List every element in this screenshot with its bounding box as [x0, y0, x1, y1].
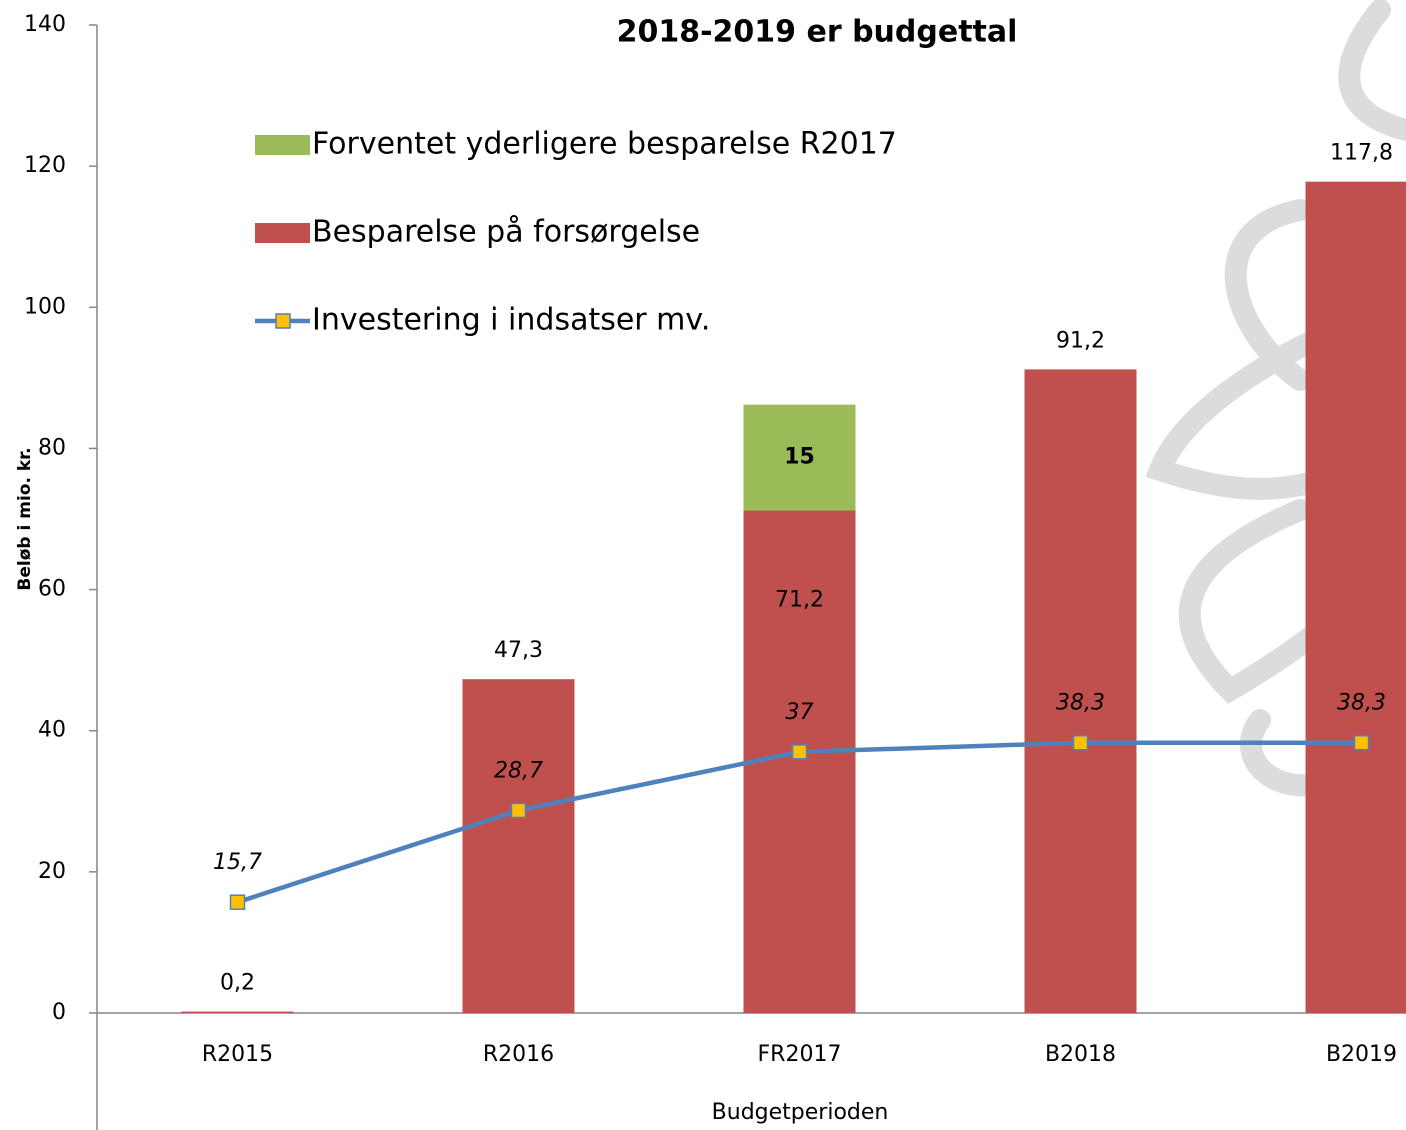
legend-label: Forventet yderligere besparelse R2017 — [312, 127, 897, 162]
value-label: 15 — [784, 445, 815, 470]
value-label: 28,7 — [494, 758, 543, 783]
bar — [463, 679, 575, 1013]
line-marker — [512, 803, 526, 817]
legend-swatch — [255, 135, 310, 155]
value-label: 47,3 — [494, 638, 543, 663]
y-axis-label: Beløb i mio. kr. — [15, 447, 35, 590]
value-label: 91,2 — [1056, 328, 1105, 353]
value-label: 37 — [786, 700, 814, 725]
page: {"chart_data": {"type": "bar", "title": … — [0, 0, 1406, 1130]
line-marker — [793, 745, 807, 759]
value-label: 117,8 — [1330, 141, 1393, 166]
y-tick-label: 120 — [24, 153, 66, 178]
y-tick-label: 0 — [52, 1000, 66, 1025]
line-marker — [231, 895, 245, 909]
line-marker — [1074, 736, 1088, 750]
legend-label: Besparelse på forsørgelse — [312, 215, 700, 250]
value-label: 71,2 — [775, 588, 824, 613]
value-label: 15,7 — [213, 850, 262, 875]
bar — [182, 1012, 294, 1013]
legend-marker — [276, 314, 290, 328]
bar — [1306, 182, 1406, 1013]
value-label: 38,3 — [1337, 691, 1386, 716]
y-tick-label: 140 — [24, 12, 66, 37]
legend-label: Investering i indsatser mv. — [312, 303, 710, 338]
chart: 2018-2019 er budgettal Beløb i mio. kr. … — [0, 0, 1406, 1130]
value-label: 0,2 — [220, 971, 255, 996]
x-tick-label: B2018 — [1045, 1042, 1116, 1067]
legend-swatch — [255, 223, 310, 243]
value-label: 38,3 — [1056, 691, 1105, 716]
x-tick-label: R2016 — [483, 1042, 554, 1067]
y-tick-label: 80 — [38, 435, 66, 460]
x-axis-label: Budgetperioden — [712, 1100, 889, 1125]
x-tick-label: FR2017 — [758, 1042, 842, 1067]
x-tick-label: R2015 — [202, 1042, 273, 1067]
y-tick-label: 20 — [38, 859, 66, 884]
y-tick-label: 40 — [38, 718, 66, 743]
line-marker — [1355, 736, 1369, 750]
y-tick-label: 60 — [38, 577, 66, 602]
x-tick-label: B2019 — [1326, 1042, 1397, 1067]
y-tick-label: 100 — [24, 294, 66, 319]
chart-title: 2018-2019 er budgettal — [617, 15, 1018, 50]
